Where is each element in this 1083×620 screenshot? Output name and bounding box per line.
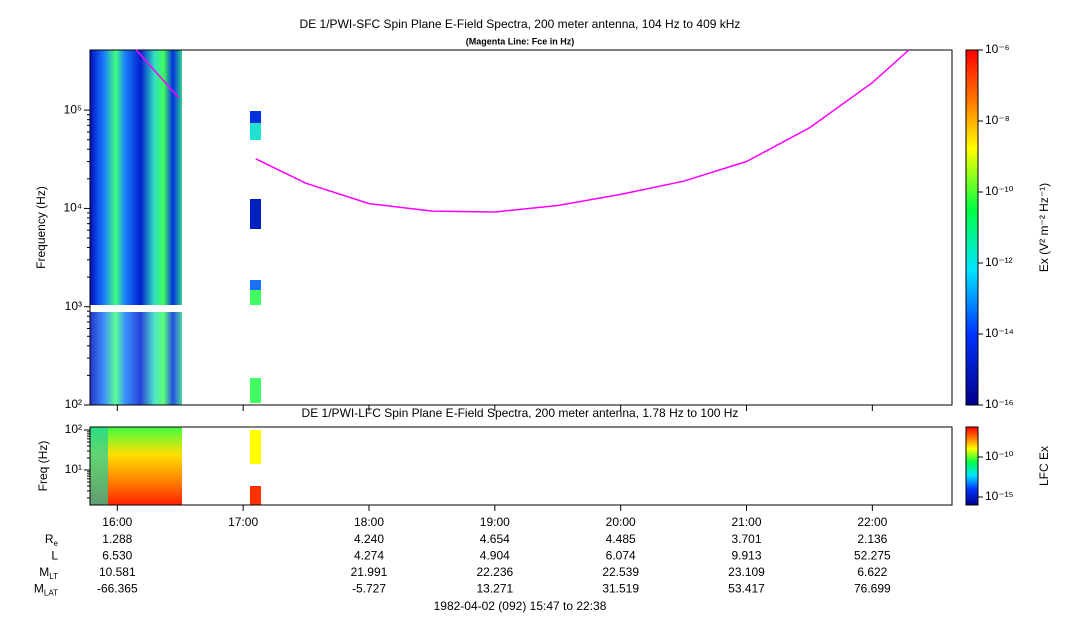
ephemeris-label-text: R xyxy=(45,532,54,546)
colorbar-tick-label: 10⁻⁸ xyxy=(985,113,1010,127)
colorbar-tick-label: 10⁻¹⁰ xyxy=(985,449,1014,463)
ephemeris-value: 4.485 xyxy=(606,532,636,546)
ephemeris-label-sub: LAT xyxy=(44,589,58,598)
footer: 1982-04-02 (092) 15:47 to 22:38 xyxy=(434,599,607,613)
ephemeris-value: 22.236 xyxy=(476,565,513,579)
ephemeris-value: 53.417 xyxy=(728,582,765,596)
ephemeris-value: 21.991 xyxy=(351,565,388,579)
ephemeris-value: 76.699 xyxy=(854,582,891,596)
y-tick-label: 10⁵ xyxy=(64,102,82,116)
fce-line xyxy=(255,49,910,213)
ephemeris-label-text: M xyxy=(34,582,44,596)
colorbar xyxy=(966,50,978,405)
colorbar xyxy=(966,427,978,505)
y-tick-label: 10² xyxy=(65,422,82,436)
ephemeris-value: 3.701 xyxy=(731,532,761,546)
y-tick-label: 10² xyxy=(65,397,82,411)
ephemeris-value: 6.622 xyxy=(857,565,887,579)
ephemeris-label-text: M xyxy=(39,565,49,579)
x-tick-label: 18:00 xyxy=(354,515,384,529)
ephemeris-value: 6.530 xyxy=(102,549,132,563)
ephemeris-value: 1.288 xyxy=(102,532,132,546)
ephemeris-value: 4.904 xyxy=(480,549,510,563)
ephemeris-value: 23.109 xyxy=(728,565,765,579)
colorbar-tick-label: 10⁻¹⁰ xyxy=(985,184,1014,198)
y-tick-label: 10¹ xyxy=(65,462,82,476)
colorbar-label: Ex (V² m⁻² Hz⁻¹) xyxy=(1037,183,1051,272)
ephemeris-value: 13.271 xyxy=(476,582,513,596)
ephemeris-value: -5.727 xyxy=(352,582,386,596)
colorbar-tick-label: 10⁻¹² xyxy=(985,255,1013,269)
ephemeris-label: MLAT xyxy=(34,582,58,598)
ephemeris-value: -66.365 xyxy=(97,582,138,596)
ephemeris-value: 6.074 xyxy=(606,549,636,563)
x-tick-label: 21:00 xyxy=(731,515,761,529)
ephemeris-value: 9.913 xyxy=(731,549,761,563)
panel-title: DE 1/PWI-LFC Spin Plane E-Field Spectra,… xyxy=(302,406,739,420)
colorbar-tick-label: 10⁻¹⁵ xyxy=(985,489,1014,503)
colorbar-tick-label: 10⁻⁶ xyxy=(985,42,1010,56)
panel-title: DE 1/PWI-SFC Spin Plane E-Field Spectra,… xyxy=(300,17,741,31)
y-tick-label: 10³ xyxy=(65,299,82,313)
ephemeris-value: 52.275 xyxy=(854,549,891,563)
x-tick-label: 16:00 xyxy=(102,515,132,529)
ephemeris-label: MLT xyxy=(39,565,58,581)
colorbar-tick-label: 10⁻¹⁶ xyxy=(985,397,1014,411)
plot-frame xyxy=(89,426,953,506)
ephemeris-value: 10.581 xyxy=(99,565,136,579)
ephemeris-value: 4.654 xyxy=(480,532,510,546)
fce-line xyxy=(135,49,180,99)
ephemeris-label-sub: e xyxy=(54,539,59,548)
y-axis-label: Frequency (Hz) xyxy=(34,186,48,269)
ephemeris-label: Re xyxy=(45,532,59,548)
ephemeris-value: 4.274 xyxy=(354,549,384,563)
ephemeris-value: 4.240 xyxy=(354,532,384,546)
plot-frame xyxy=(89,49,953,406)
y-axis-label: Freq (Hz) xyxy=(36,441,50,492)
colorbar-tick-label: 10⁻¹⁴ xyxy=(985,326,1014,340)
ephemeris-label-text: L xyxy=(51,549,58,563)
ephemeris-value: 31.519 xyxy=(602,582,639,596)
colorbar-frame xyxy=(965,426,979,506)
spectrogram-image xyxy=(90,50,261,505)
y-tick-label: 10⁴ xyxy=(63,201,82,215)
colorbar-label: LFC Ex xyxy=(1037,446,1051,486)
x-tick-label: 19:00 xyxy=(480,515,510,529)
ephemeris-value: 22.539 xyxy=(602,565,639,579)
ephemeris-label-sub: LT xyxy=(49,572,58,581)
x-tick-label: 20:00 xyxy=(606,515,636,529)
ephemeris-label: L xyxy=(51,549,58,563)
colorbar-frame xyxy=(965,49,979,406)
panel-subtitle: (Magenta Line: Fce in Hz) xyxy=(466,36,575,46)
ephemeris-value: 2.136 xyxy=(857,532,887,546)
x-tick-label: 17:00 xyxy=(228,515,258,529)
x-tick-label: 22:00 xyxy=(857,515,887,529)
